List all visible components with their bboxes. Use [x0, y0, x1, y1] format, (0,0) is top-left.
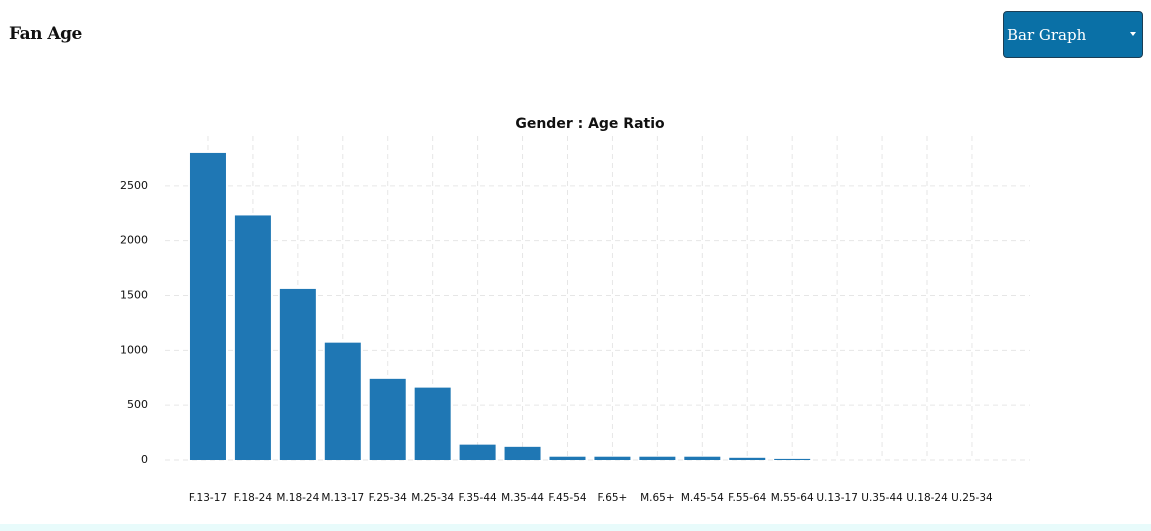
x-tick-label: U.18-24 [906, 492, 948, 504]
x-tick-label: M.65+ [640, 492, 675, 504]
y-tick-label: 1000 [120, 343, 148, 356]
x-tick-label: M.45-54 [681, 492, 724, 504]
x-tick-label: M.13-17 [321, 492, 364, 504]
chart-type-dropdown[interactable]: Bar Graph [1003, 11, 1143, 58]
chart-title: Gender : Age Ratio [515, 116, 665, 132]
x-tick-label: F.55-64 [728, 492, 767, 504]
bar [414, 387, 451, 460]
bar [549, 456, 586, 460]
bar [234, 215, 271, 460]
dropdown-caret [1130, 32, 1136, 36]
bar [639, 456, 676, 460]
y-tick-label: 500 [127, 398, 148, 411]
x-tick-label: F.65+ [598, 492, 628, 504]
x-tick-label: U.13-17 [816, 492, 858, 504]
x-tick-label: U.35-44 [861, 492, 903, 504]
x-tick-label: F.18-24 [234, 492, 273, 504]
bar [684, 456, 721, 460]
footer-strip [0, 524, 1151, 531]
x-tick-label: F.13-17 [189, 492, 227, 504]
dropdown-label: Bar Graph [1007, 26, 1087, 44]
x-tick-label: U.25-34 [951, 492, 993, 504]
page-title: Fan Age [9, 24, 82, 44]
bar [189, 152, 226, 460]
bar [279, 288, 316, 460]
bar [324, 342, 361, 460]
bar [594, 456, 631, 460]
x-tick-label: M.25-34 [411, 492, 454, 504]
y-tick-label: 0 [141, 453, 148, 466]
x-tick-label: M.55-64 [771, 492, 814, 504]
x-tick-label: F.45-54 [548, 492, 587, 504]
y-tick-label: 1500 [120, 289, 148, 302]
bar [774, 458, 811, 460]
bar [504, 446, 541, 460]
x-tick-label: F.25-34 [369, 492, 408, 504]
x-tick-label: M.18-24 [276, 492, 319, 504]
x-tick-label: M.35-44 [501, 492, 544, 504]
bar [729, 457, 766, 460]
bar [369, 378, 406, 460]
bar [459, 444, 496, 460]
y-tick-label: 2500 [120, 179, 148, 192]
x-tick-label: F.35-44 [459, 492, 498, 504]
y-tick-label: 2000 [120, 234, 148, 247]
